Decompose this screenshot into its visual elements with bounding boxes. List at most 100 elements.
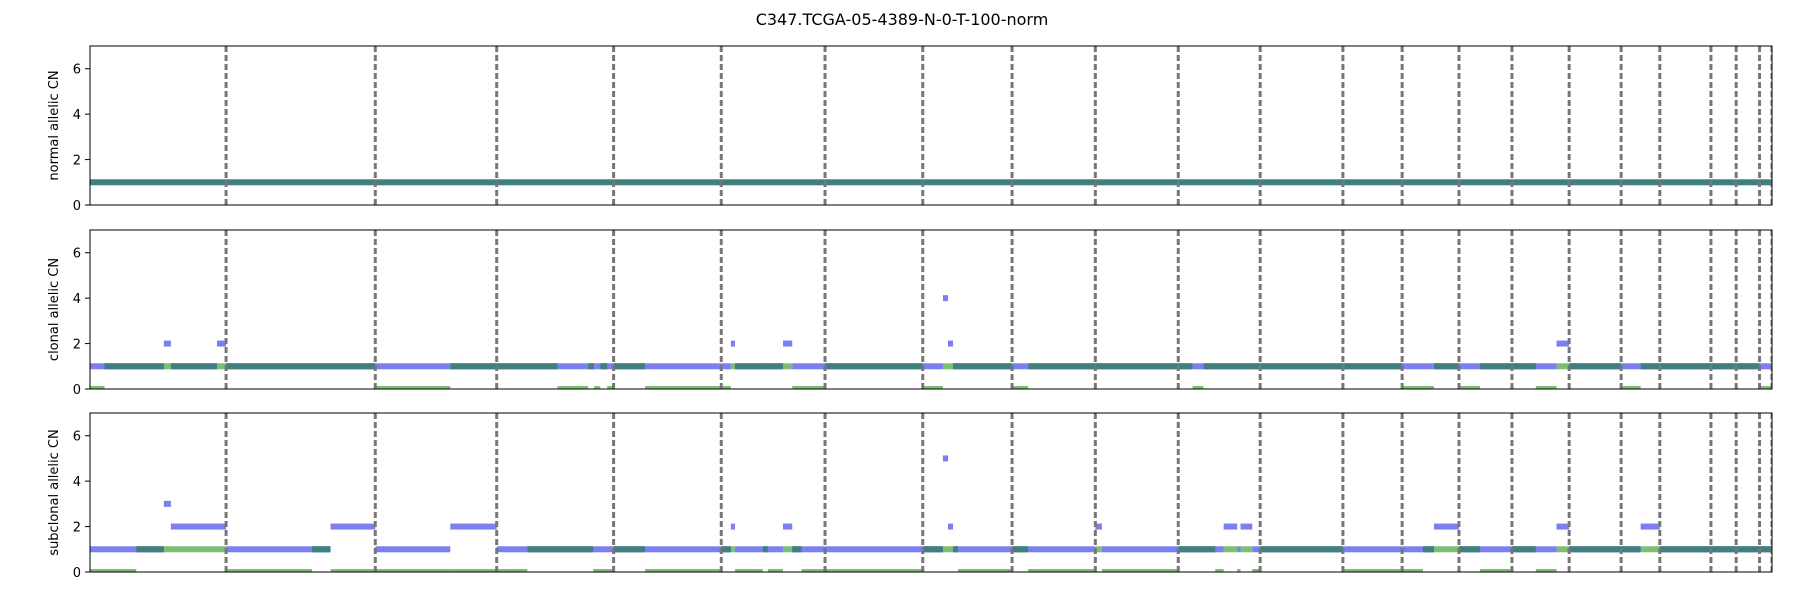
minor-cn-segment: [375, 569, 451, 572]
overlap-cn-segment: [312, 546, 331, 553]
overlap-cn-segment: [1342, 363, 1403, 370]
minor-cn-segment: [801, 386, 826, 389]
major-cn-segment: [958, 546, 1013, 553]
major-cn-segment: [163, 340, 171, 347]
minor-cn-segment: [730, 363, 736, 370]
y-tick-label: 2: [73, 338, 81, 353]
overlap-cn-segment: [766, 363, 783, 370]
major-cn-segment: [375, 363, 451, 370]
overlap-cn-segment: [953, 363, 959, 370]
major-cn-segment: [782, 340, 793, 347]
overlap-cn-segment: [226, 363, 376, 370]
minor-cn-segment: [792, 386, 802, 389]
plot-area: [90, 230, 1772, 389]
y-tick-label: 4: [73, 292, 81, 307]
major-cn-segment: [947, 523, 954, 530]
minor-cn-segment: [782, 363, 793, 370]
major-cn-segment: [801, 546, 826, 553]
major-cn-segment: [1535, 546, 1557, 553]
major-cn-segment: [947, 340, 954, 347]
minor-cn-segment: [1252, 569, 1261, 572]
overlap-cn-segment: [792, 546, 802, 553]
minor-cn-segment: [90, 386, 105, 389]
minor-cn-segment: [170, 546, 217, 553]
overlap-cn-segment: [721, 546, 731, 553]
overlap-cn-segment: [1659, 546, 1711, 553]
minor-cn-segment: [1237, 569, 1241, 572]
overlap-cn-segment: [613, 363, 646, 370]
overlap-cn-segment: [1422, 546, 1434, 553]
minor-cn-segment: [1535, 386, 1557, 389]
minor-cn-segment: [330, 569, 376, 572]
minor-cn-segment: [1012, 386, 1029, 389]
panels: 0 2 4 6 normal allelic CN 0 2 4 6 clonal allelic …: [47, 45, 1773, 581]
minor-cn-segment: [645, 569, 722, 572]
overlap-cn-segment: [1621, 546, 1641, 553]
overlap-cn-segment: [1178, 363, 1193, 370]
major-cn-segment: [825, 546, 923, 553]
panel-2: 0 2 4 6 clonal allelic CN: [47, 229, 1773, 398]
major-cn-segment: [170, 523, 217, 530]
major-cn-segment: [375, 546, 451, 553]
overlap-cn-segment: [958, 363, 1013, 370]
minor-cn-segment: [450, 569, 497, 572]
overlap-cn-segment: [762, 546, 768, 553]
major-cn-segment: [942, 295, 948, 302]
y-axis-label: normal allelic CN: [47, 70, 62, 180]
y-tick-label: 0: [73, 383, 81, 398]
major-cn-segment: [1759, 363, 1772, 370]
plot-area: [90, 46, 1772, 205]
major-cn-segment: [450, 523, 497, 530]
y-tick-label: 0: [73, 566, 81, 581]
major-cn-segment: [557, 363, 589, 370]
overlap-cn-segment: [1028, 363, 1096, 370]
major-cn-segment: [1402, 546, 1423, 553]
major-cn-segment: [645, 546, 722, 553]
overlap-cn-segment: [588, 363, 595, 370]
major-cn-segment: [645, 363, 722, 370]
y-tick-label: 2: [73, 154, 81, 169]
minor-cn-segment: [1215, 569, 1224, 572]
major-cn-segment: [782, 523, 793, 530]
minor-cn-segment: [730, 546, 736, 553]
overlap-cn-segment: [1511, 363, 1536, 370]
minor-cn-segment: [782, 546, 793, 553]
minor-cn-segment: [216, 546, 227, 553]
major-cn-segment: [1458, 363, 1481, 370]
major-cn-segment: [1095, 523, 1102, 530]
overlap-cn-segment: [735, 363, 767, 370]
minor-cn-segment: [958, 569, 1013, 572]
minor-cn-segment: [1535, 569, 1557, 572]
overlap-cn-segment: [1203, 363, 1261, 370]
y-tick-label: 4: [73, 108, 81, 123]
minor-cn-segment: [1433, 546, 1459, 553]
minor-cn-segment: [216, 363, 227, 370]
minor-cn-segment: [1402, 569, 1423, 572]
major-cn-segment: [216, 523, 227, 530]
major-cn-segment: [1433, 523, 1459, 530]
minor-cn-segment: [594, 386, 601, 389]
minor-cn-segment: [1759, 386, 1772, 389]
major-cn-segment: [1402, 363, 1434, 370]
minor-cn-segment: [90, 569, 105, 572]
y-tick-label: 0: [73, 199, 81, 214]
minor-cn-segment: [496, 569, 528, 572]
overlap-cn-segment: [1736, 363, 1760, 370]
overlap-cn-segment: [1640, 363, 1660, 370]
major-cn-segment: [730, 340, 736, 347]
overlap-cn-segment: [1260, 546, 1343, 553]
minor-cn-segment: [942, 363, 948, 370]
overlap-cn-segment: [1569, 546, 1622, 553]
y-tick-label: 6: [73, 247, 81, 262]
y-axis-label: clonal allelic CN: [47, 258, 62, 361]
minor-cn-segment: [735, 569, 763, 572]
major-cn-segment: [1342, 546, 1403, 553]
minor-cn-segment: [163, 363, 171, 370]
major-cn-segment: [1192, 363, 1204, 370]
major-cn-segment: [942, 455, 948, 462]
minor-cn-segment: [645, 386, 722, 389]
overlap-cn-segment: [450, 363, 558, 370]
minor-cn-segment: [1556, 546, 1570, 553]
panel-1: 0 2 4 6 normal allelic CN: [47, 45, 1773, 214]
minor-cn-segment: [375, 386, 451, 389]
